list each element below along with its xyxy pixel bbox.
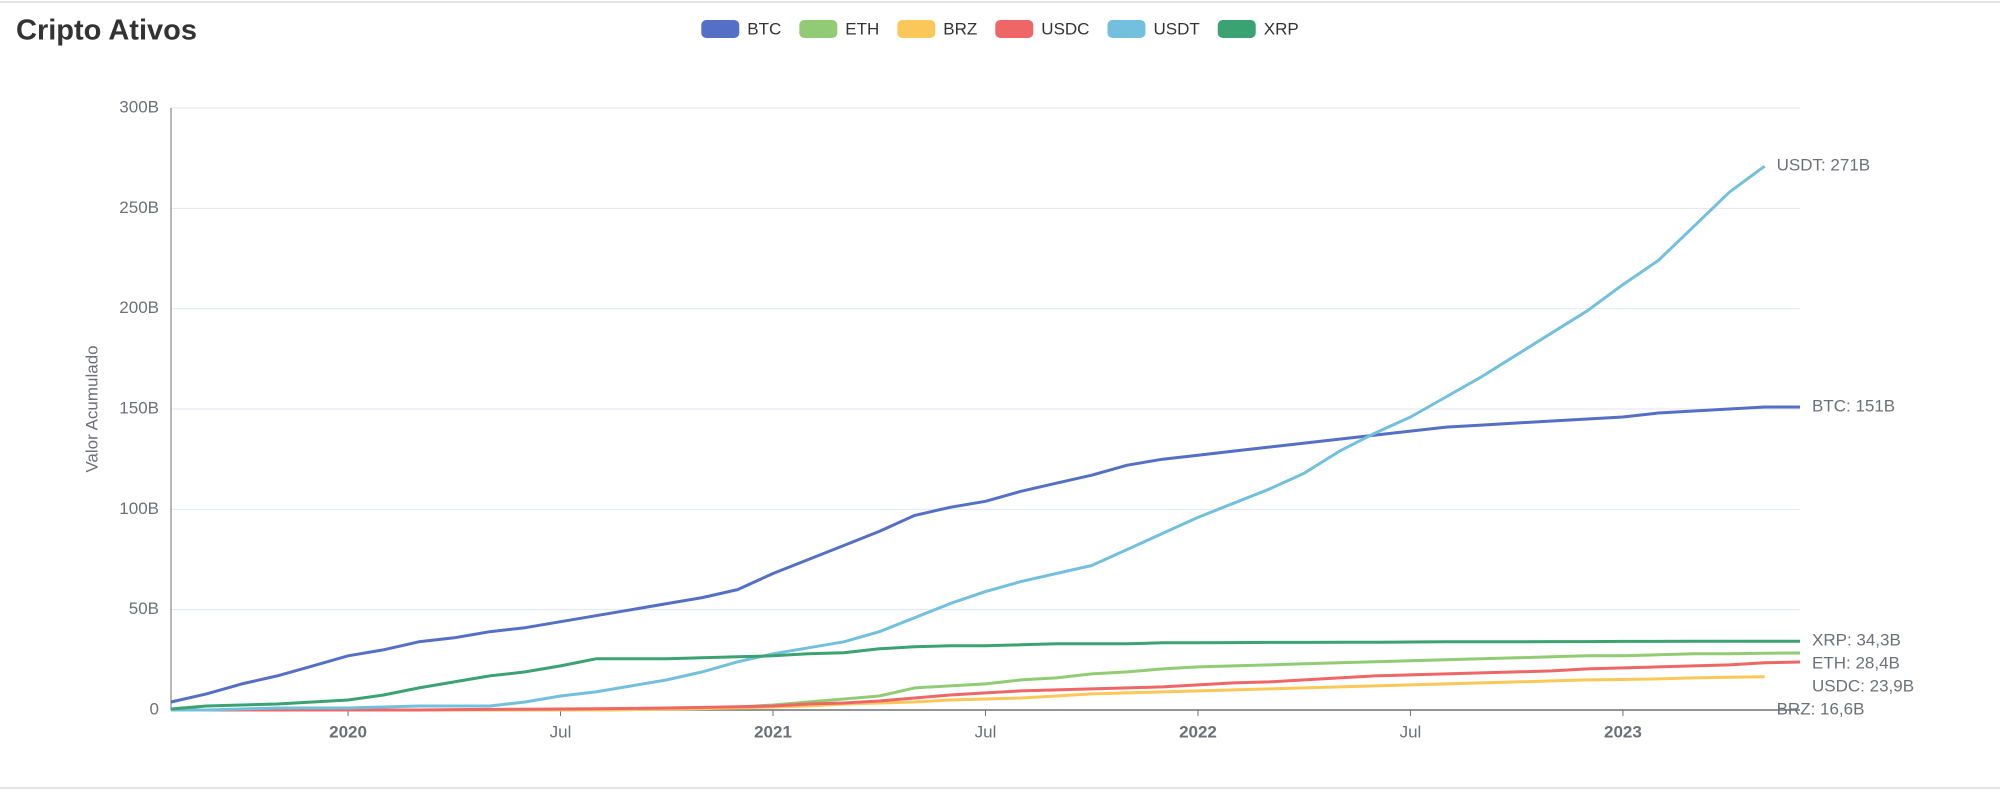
legend-text: USDC (1041, 19, 1089, 38)
y-tick-label: 50B (129, 599, 159, 618)
chart-title: Cripto Ativos (16, 15, 197, 47)
y-axis-label: Valor Acumulado (82, 345, 101, 472)
legend-swatch (995, 20, 1034, 38)
end-label: BRZ: 16,6B (1777, 700, 1865, 719)
end-label: XRP: 34,3B (1812, 631, 1901, 650)
legend: BTC ETH BRZ USDC USDT XRP (701, 19, 1299, 38)
end-label: USDC: 23,9B (1812, 677, 1914, 696)
series-line (171, 164, 1766, 712)
series-line (170, 405, 1800, 704)
series-line (171, 660, 1801, 712)
legend-text: ETH (845, 19, 879, 38)
legend-swatch (897, 20, 936, 38)
y-tick-label: 100B (119, 499, 159, 518)
end-label: USDT: 271B (1777, 156, 1871, 175)
series-line (170, 639, 1800, 711)
x-tick-label: 2020 (329, 722, 367, 741)
y-tick-label: 200B (119, 298, 159, 317)
legend-text: BTC (747, 19, 781, 38)
legend-text: BRZ (943, 19, 977, 38)
x-tick-label: Jul (975, 722, 997, 741)
x-tick-label: 2021 (754, 722, 792, 741)
x-tick-label: Jul (1400, 722, 1422, 741)
legend-swatch (799, 20, 838, 38)
legend-text: XRP (1264, 19, 1299, 38)
x-tick-label: Jul (550, 722, 572, 741)
y-tick-label: 300B (119, 97, 159, 116)
legend-swatch (1217, 20, 1256, 38)
end-label: BTC: 151B (1812, 396, 1895, 415)
legend-text: USDT (1153, 19, 1199, 38)
legend-swatch (1107, 20, 1146, 38)
y-tick-label: 250B (119, 198, 159, 217)
end-label: ETH: 28,4B (1812, 654, 1900, 673)
y-tick-label: 0 (150, 699, 159, 718)
legend-swatch (701, 20, 740, 38)
x-tick-label: 2022 (1179, 722, 1217, 741)
x-tick-label: 2023 (1604, 722, 1642, 741)
y-tick-label: 150B (119, 398, 159, 417)
